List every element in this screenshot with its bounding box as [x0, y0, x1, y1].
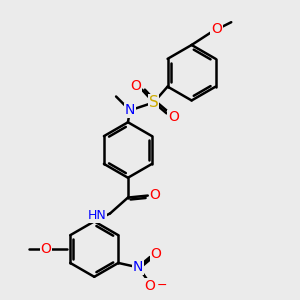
Text: HN: HN — [87, 209, 106, 222]
Text: −: − — [157, 279, 167, 292]
Text: O: O — [168, 110, 179, 124]
Text: S: S — [149, 95, 159, 110]
Text: O: O — [40, 242, 51, 256]
Text: N: N — [125, 103, 135, 117]
Text: O: O — [145, 279, 155, 293]
Text: O: O — [151, 247, 161, 261]
Text: O: O — [211, 22, 222, 36]
Text: N: N — [133, 260, 143, 274]
Text: O: O — [130, 79, 141, 93]
Text: O: O — [149, 188, 160, 202]
